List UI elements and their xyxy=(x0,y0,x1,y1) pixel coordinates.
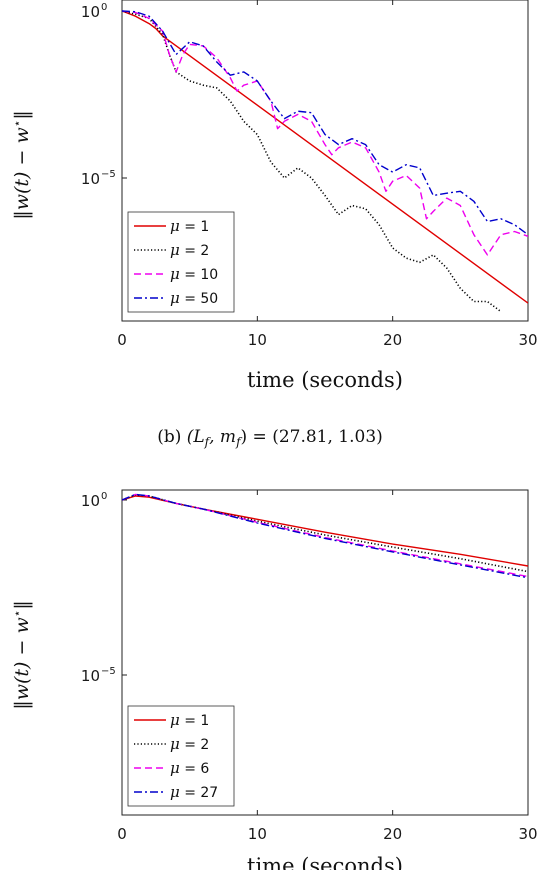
legend-label: μ = 10 xyxy=(170,265,218,283)
legend-label: μ = 2 xyxy=(170,735,209,753)
x-tick-label: 30 xyxy=(518,825,537,843)
legend-label: μ = 6 xyxy=(170,759,209,777)
series-line-mu-6 xyxy=(122,493,528,578)
x-tick-label: 20 xyxy=(383,331,402,349)
x-tick-label: 10 xyxy=(248,331,267,349)
y-tick-exponent: −5 xyxy=(101,169,116,180)
caption: (b) (Lf, mf) = (27.81, 1.03) xyxy=(157,427,383,449)
legend-label: μ = 1 xyxy=(170,711,209,729)
y-tick-label: 10 xyxy=(81,667,100,685)
legend-label: μ = 50 xyxy=(170,289,218,307)
x-tick-label: 20 xyxy=(383,825,402,843)
y-tick-label: 10 xyxy=(81,170,100,188)
legend-box xyxy=(127,211,235,313)
x-axis-label-bottom: time (seconds) xyxy=(247,854,403,870)
legend-label: μ = 27 xyxy=(170,783,218,801)
y-axis-label-top: ‖w(t) − w⋆‖ xyxy=(10,110,33,220)
legend: μ = 1 μ = 2 μ = 6 μ = 27 xyxy=(127,705,235,807)
legend-label: μ = 2 xyxy=(170,241,209,259)
y-tick-exponent: 0 xyxy=(101,491,107,502)
svg-text:(b) (Lf, mf) = (27.81, 1.03): (b) (Lf, mf) = (27.81, 1.03) xyxy=(157,427,383,449)
series-line-mu-10 xyxy=(122,10,528,256)
x-axis-label-top: time (seconds) xyxy=(247,368,403,392)
x-tick-label: 0 xyxy=(117,825,127,843)
y-tick-label: 10 xyxy=(81,492,100,510)
caption-prefix: (b) xyxy=(157,427,181,447)
plot-area-frame xyxy=(121,0,529,322)
plot-area-frame xyxy=(121,489,529,816)
y-tick-exponent: −5 xyxy=(101,666,116,677)
x-tick-label: 0 xyxy=(117,331,127,349)
y-tick-label: 10 xyxy=(81,3,100,21)
x-tick-label: 30 xyxy=(518,331,537,349)
series-line-mu-1 xyxy=(122,10,528,304)
series-line-mu-1 xyxy=(122,495,528,567)
y-tick-exponent: 0 xyxy=(101,2,107,13)
series-line-mu-2 xyxy=(122,10,502,313)
legend: μ = 1 μ = 2 μ = 10 μ = 50 xyxy=(127,211,235,313)
series-line-mu-2 xyxy=(122,494,528,573)
y-axis-label-bottom: ‖w(t) − w⋆‖ xyxy=(10,600,33,710)
legend-box xyxy=(127,705,235,807)
x-tick-label: 10 xyxy=(248,825,267,843)
series-line-mu-50 xyxy=(122,10,528,236)
series-line-mu-27 xyxy=(122,493,528,579)
legend-label: μ = 1 xyxy=(170,217,209,235)
